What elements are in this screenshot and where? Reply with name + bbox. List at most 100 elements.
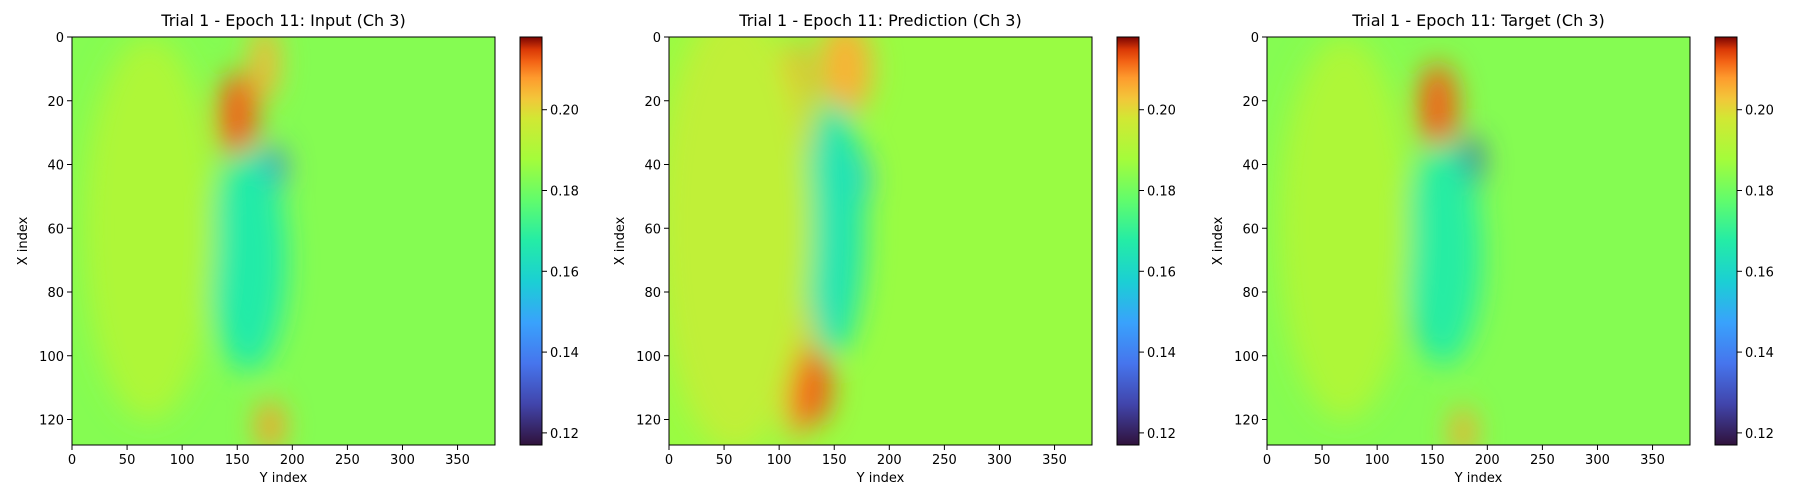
x-axis-label: Y index (1454, 471, 1503, 486)
colorbar: 0.12 0.14 0.16 0.18 0.20 (1714, 36, 1774, 446)
y-tick-label: 20 (644, 95, 661, 110)
y-tick-label: 100 (636, 350, 661, 365)
x-tick-label: 200 (877, 453, 902, 468)
y-tick-label: 100 (1234, 350, 1259, 365)
x-tick-label: 300 (987, 453, 1012, 468)
x-tick-label: 0 (665, 453, 673, 468)
chart-title: Trial 1 - Epoch 11: Prediction (Ch 3) (738, 11, 1021, 30)
x-tick-label: 300 (390, 453, 415, 468)
y-axis-label: X index (613, 216, 628, 265)
y-tick-label: 0 (653, 31, 661, 46)
axes-frame (668, 36, 1093, 446)
x-tick-label: 0 (68, 453, 76, 468)
colorbar-gradient (1117, 37, 1139, 445)
colorbar-tick-label: 0.14 (1147, 346, 1176, 361)
colorbar-tick-label: 0.14 (550, 346, 579, 361)
x-axis-label: Y index (856, 471, 905, 486)
heatmap-feature-1 (1417, 62, 1458, 152)
y-tick-label: 120 (636, 414, 661, 429)
colorbar-tick-label: 0.20 (550, 104, 579, 119)
colorbar-tick-label: 0.20 (1147, 104, 1176, 119)
axes-frame (71, 36, 496, 446)
heatmap-feature-7 (792, 349, 833, 426)
y-axis-label: X index (1211, 216, 1226, 265)
y-tick-label: 120 (39, 414, 64, 429)
y-tick-label: 40 (47, 159, 64, 174)
colorbar-frame (519, 36, 543, 446)
heatmap-panel-2: Trial 1 - Epoch 11: Prediction (Ch 3) 0 50… (613, 11, 1176, 486)
y-tick-label: 0 (56, 31, 64, 46)
y-tick-label: 60 (1242, 222, 1259, 237)
heatmap-feature-2 (817, 37, 873, 117)
y-tick-label: 0 (1251, 31, 1259, 46)
heatmap-feature-5 (209, 148, 287, 372)
y-tick-label: 20 (1242, 95, 1259, 110)
x-tick-label: 250 (335, 453, 360, 468)
x-tick-label: 100 (767, 453, 792, 468)
x-tick-label: 100 (1365, 453, 1390, 468)
x-tick-label: 250 (1530, 453, 1555, 468)
x-tick-label: 200 (280, 453, 305, 468)
colorbar-tick-label: 0.14 (1745, 346, 1774, 361)
y-tick-label: 80 (47, 286, 64, 301)
colorbar-tick-label: 0.18 (1745, 185, 1774, 200)
y-tick-label: 120 (1234, 414, 1259, 429)
y-axis-label: X index (16, 216, 31, 265)
colorbar: 0.12 0.14 0.16 0.18 0.20 (519, 36, 579, 446)
y-tick-label: 40 (1242, 159, 1259, 174)
x-tick-label: 300 (1585, 453, 1610, 468)
colorbar-tick-label: 0.12 (1745, 427, 1774, 442)
x-tick-label: 50 (119, 453, 136, 468)
x-tick-label: 350 (1042, 453, 1067, 468)
x-tick-label: 200 (1475, 453, 1500, 468)
x-tick-label: 250 (932, 453, 957, 468)
x-tick-label: 350 (445, 453, 470, 468)
x-tick-label: 150 (822, 453, 847, 468)
y-tick-label: 60 (47, 222, 64, 237)
colorbar-tick-label: 0.20 (1745, 104, 1774, 119)
heatmap-image (72, 37, 495, 445)
x-tick-label: 150 (225, 453, 250, 468)
chart-title: Trial 1 - Epoch 11: Input (Ch 3) (160, 11, 405, 30)
axes-frame (1266, 36, 1691, 446)
heatmap-feature-6 (257, 400, 284, 445)
x-tick-label: 100 (170, 453, 195, 468)
heatmap-feature-4 (1404, 142, 1482, 366)
heatmap-image (669, 37, 1092, 445)
x-tick-label: 50 (716, 453, 733, 468)
colorbar-tick-label: 0.12 (1147, 427, 1176, 442)
colorbar-tick-label: 0.12 (550, 427, 579, 442)
x-axis-label: Y index (259, 471, 308, 486)
colorbar-tick-label: 0.18 (1147, 185, 1176, 200)
y-tick-label: 60 (644, 222, 661, 237)
colorbar-frame (1714, 36, 1738, 446)
colorbar-tick-label: 0.18 (550, 185, 579, 200)
heatmap-feature-5 (1452, 406, 1475, 445)
heatmap-feature-5 (803, 100, 866, 356)
x-tick-label: 150 (1420, 453, 1445, 468)
heatmap-feature-1 (217, 72, 258, 162)
heatmap-panel-3: Trial 1 - Epoch 11: Target (Ch 3) 0 50 100 1… (1211, 11, 1774, 486)
colorbar: 0.12 0.14 0.16 0.18 0.20 (1116, 36, 1176, 446)
colorbar-tick-label: 0.16 (1745, 265, 1774, 280)
x-tick-label: 0 (1263, 453, 1271, 468)
y-tick-label: 20 (47, 95, 64, 110)
x-tick-label: 50 (1314, 453, 1331, 468)
heatmap-feature-2 (251, 37, 278, 101)
heatmap-feature-6 (669, 37, 813, 445)
colorbar-gradient (1715, 37, 1737, 445)
heatmap-feature-6 (1278, 37, 1411, 420)
x-tick-label: 350 (1640, 453, 1665, 468)
y-tick-label: 100 (39, 350, 64, 365)
heatmap-image (1267, 37, 1690, 445)
colorbar-frame (1116, 36, 1140, 446)
colorbar-tick-label: 0.16 (1147, 265, 1176, 280)
colorbar-tick-label: 0.16 (550, 265, 579, 280)
y-tick-label: 40 (644, 159, 661, 174)
heatmap-panel-1: Trial 1 - Epoch 11: Input (Ch 3) 0 50 100 15… (16, 11, 579, 486)
y-tick-label: 80 (644, 286, 661, 301)
y-tick-label: 80 (1242, 286, 1259, 301)
colorbar-gradient (520, 37, 542, 445)
chart-title: Trial 1 - Epoch 11: Target (Ch 3) (1351, 11, 1604, 30)
